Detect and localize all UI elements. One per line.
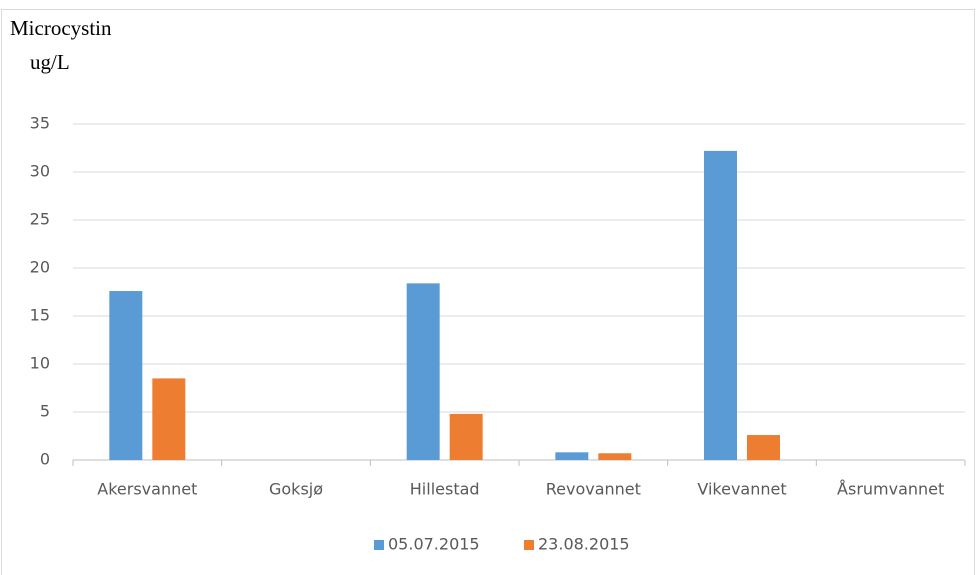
bar <box>598 453 632 460</box>
legend-label: 23.08.2015 <box>538 535 630 554</box>
x-tick-label: Akersvannet <box>97 480 197 499</box>
x-tick-label: Revovannet <box>546 480 641 499</box>
x-tick-label: Goksjø <box>269 480 323 499</box>
y-tick-label: 5 <box>40 402 50 421</box>
bar <box>555 452 589 460</box>
y-tick-label: 10 <box>30 354 50 373</box>
bar <box>406 283 440 460</box>
bar <box>152 378 186 460</box>
y-tick-label: 15 <box>30 306 50 325</box>
y-tick-label: 30 <box>30 162 50 181</box>
bar <box>109 291 143 460</box>
chart-title: Microcystin <box>10 16 112 40</box>
bar <box>747 435 780 460</box>
x-tick-label: Vikevannet <box>697 480 786 499</box>
legend-swatch <box>374 540 384 550</box>
y-tick-label: 25 <box>30 210 50 229</box>
legend-swatch <box>524 540 534 550</box>
chart-border <box>1 9 975 575</box>
y-tick-label: 20 <box>30 258 50 277</box>
chart-subtitle: ug/L <box>30 50 70 74</box>
x-tick-label: Hillestad <box>410 480 480 499</box>
bar <box>449 413 483 460</box>
legend-label: 05.07.2015 <box>388 535 480 554</box>
bar <box>704 150 737 460</box>
y-tick-label: 35 <box>30 114 50 133</box>
y-tick-label: 0 <box>40 450 50 469</box>
x-tick-label: Åsrumvannet <box>837 480 944 499</box>
